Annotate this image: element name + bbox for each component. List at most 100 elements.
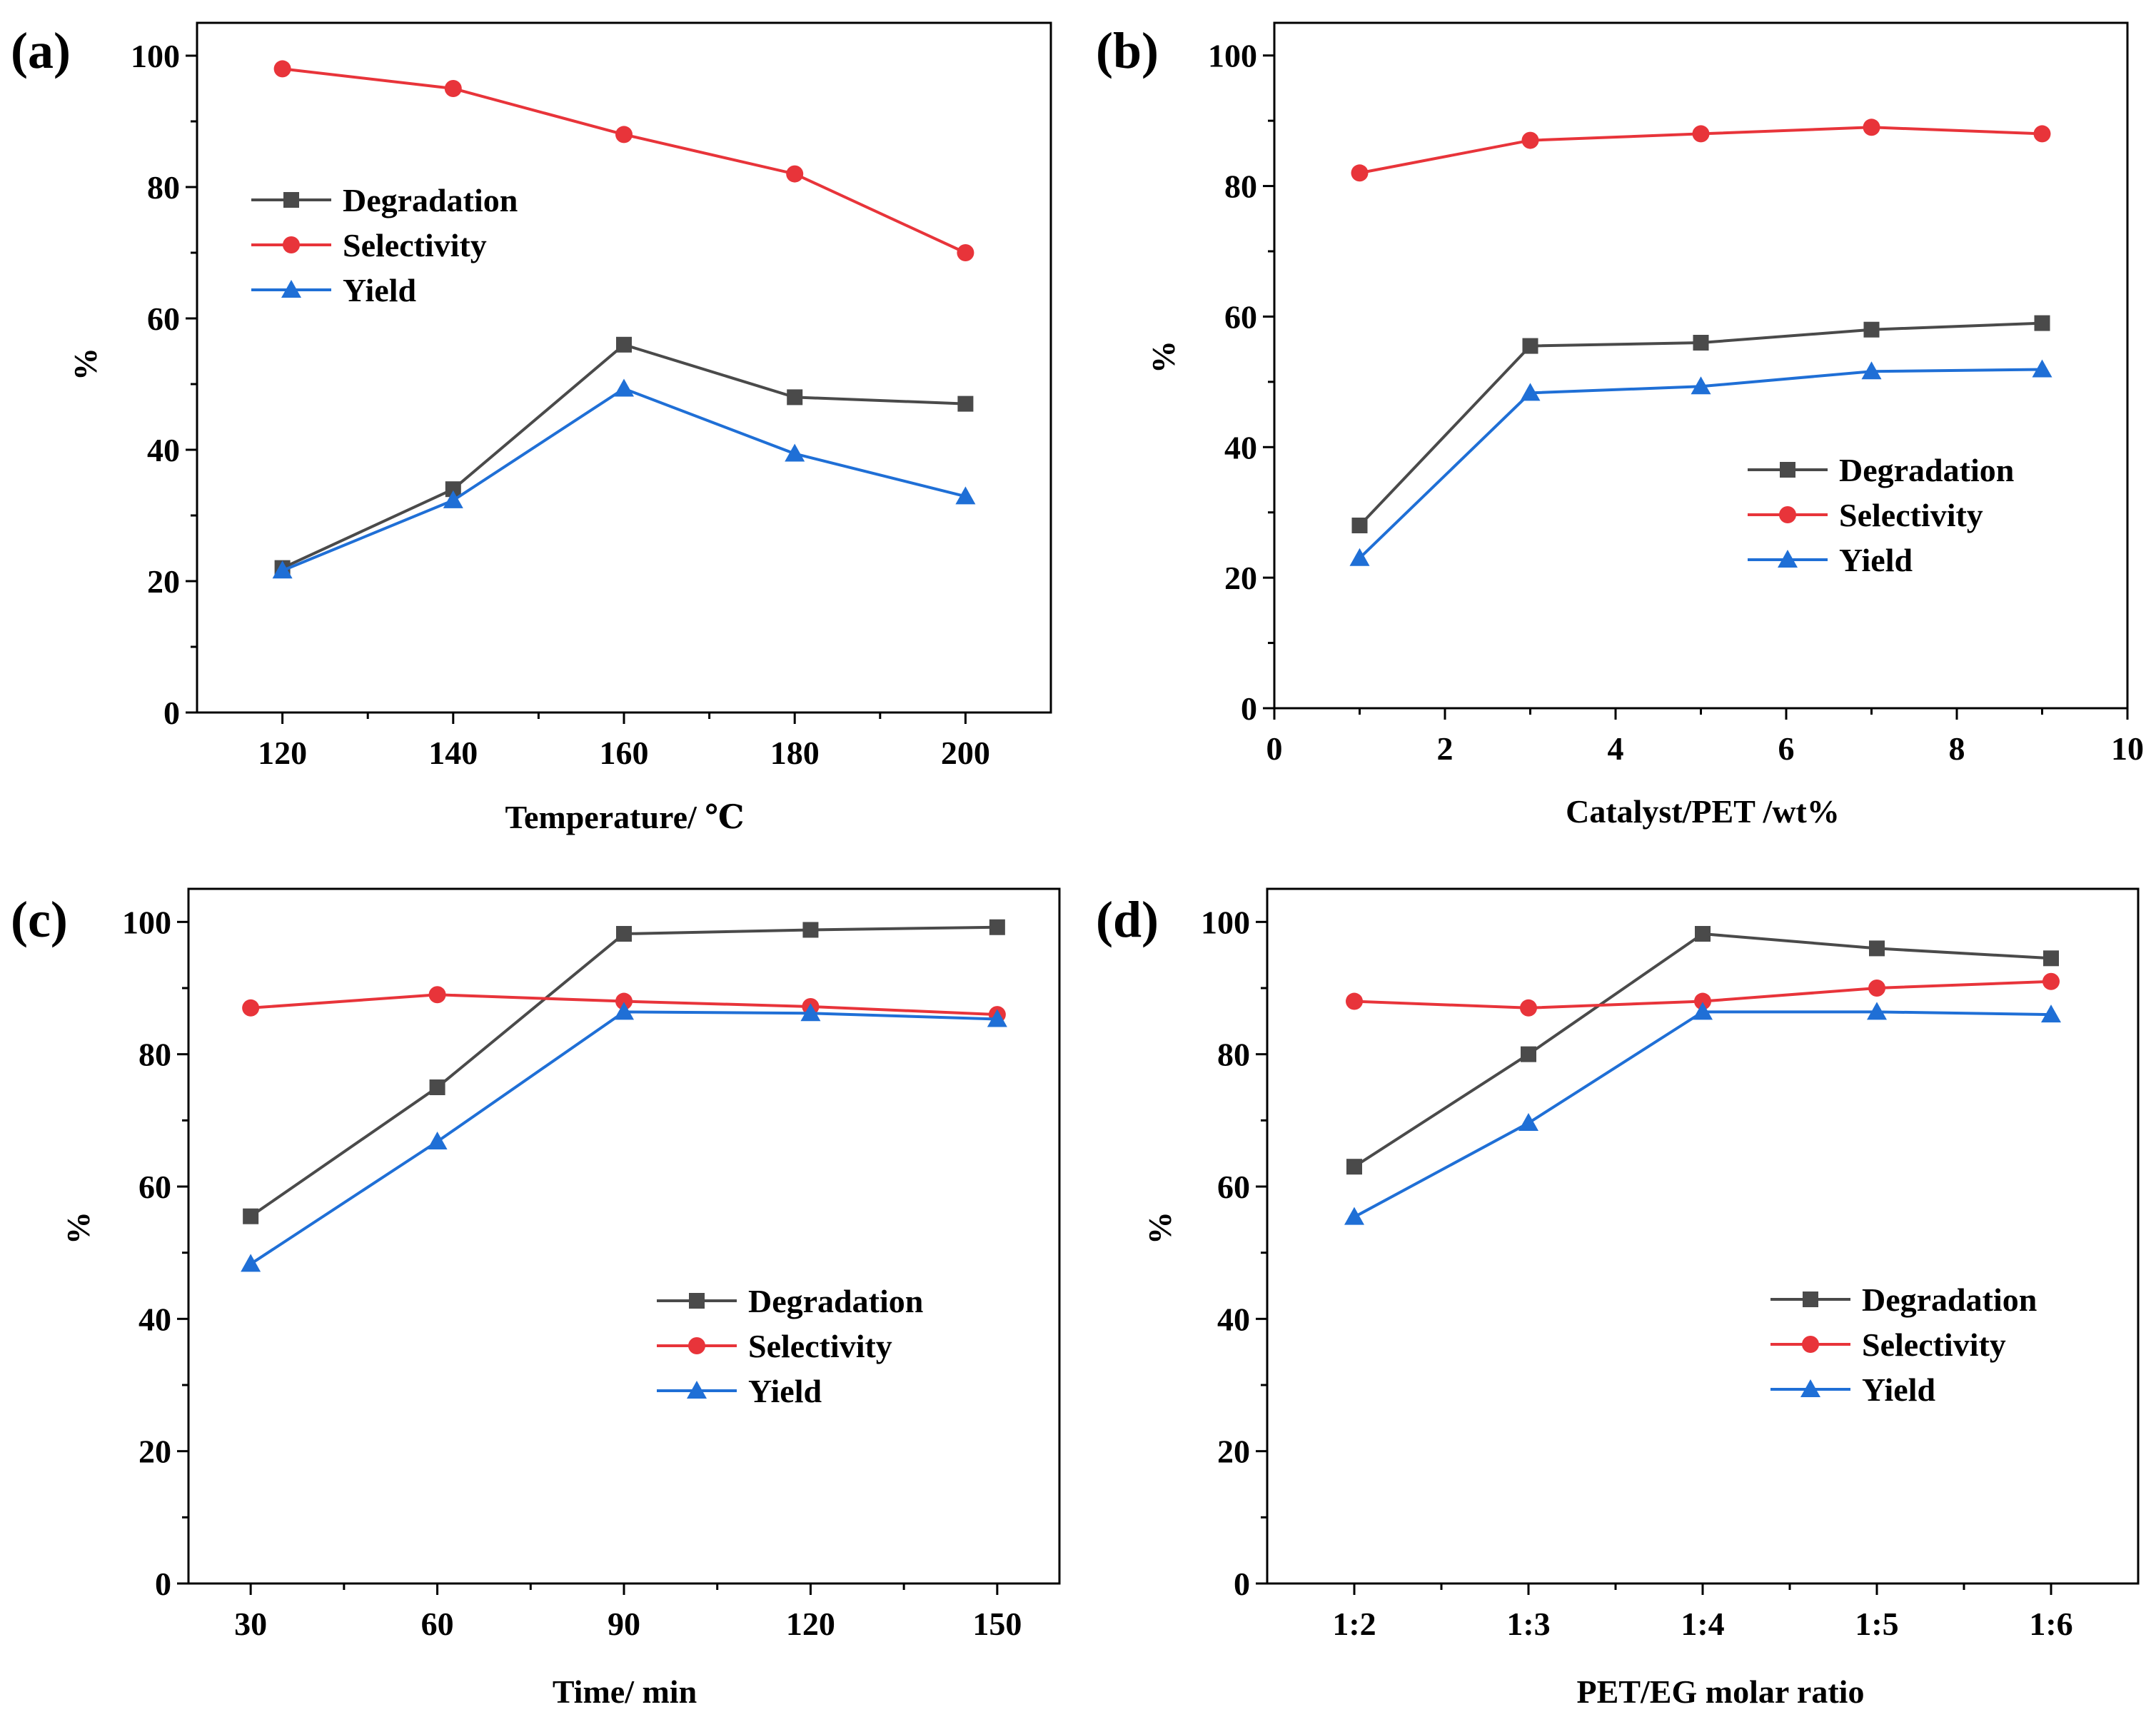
data-point-selectivity-b <box>1692 125 1710 143</box>
panel-label-b: (b) <box>1096 22 1159 79</box>
legend-marker-degradation-b <box>1780 462 1795 478</box>
data-point-degradation-c <box>243 1208 259 1224</box>
y-tick-label-b: 100 <box>1208 38 1257 74</box>
data-point-degradation-b <box>1693 335 1709 351</box>
data-point-selectivity-d <box>1868 980 1885 997</box>
data-point-degradation-b <box>1351 518 1368 533</box>
data-point-yield-c <box>241 1254 261 1272</box>
y-tick-label-b: 60 <box>1224 298 1257 335</box>
x-tick-label-a: 140 <box>428 735 478 771</box>
data-point-selectivity-c <box>242 999 260 1017</box>
series-line-degradation-b <box>1359 321 2042 527</box>
legend-label-degradation-b: Degradation <box>1839 452 2014 488</box>
legend-label-yield-c: Yield <box>748 1373 822 1409</box>
legend-label-selectivity-d: Selectivity <box>1862 1326 2006 1363</box>
legend-label-degradation-d: Degradation <box>1862 1282 2037 1318</box>
data-point-yield-a <box>614 378 634 397</box>
y-tick-label-d: 80 <box>1217 1037 1250 1073</box>
data-point-degradation-d <box>1346 1159 1362 1175</box>
data-point-yield-b <box>1349 548 1370 566</box>
data-point-degradation-b <box>1863 321 1880 338</box>
data-point-degradation-d <box>1869 940 1885 957</box>
legend-marker-yield-a <box>281 280 301 298</box>
data-point-selectivity-b <box>1521 131 1539 149</box>
panel-label-a: (a) <box>11 22 71 79</box>
legend-label-selectivity-a: Selectivity <box>343 227 487 263</box>
legend-marker-selectivity-d <box>1802 1336 1819 1353</box>
legend-marker-degradation-c <box>689 1293 705 1309</box>
data-point-selectivity-d <box>1694 992 1711 1010</box>
legend-marker-selectivity-c <box>688 1337 705 1354</box>
legend-label-selectivity-b: Selectivity <box>1839 497 1983 533</box>
y-tick-label-d: 100 <box>1201 904 1250 940</box>
data-point-degradation-a <box>787 389 803 406</box>
y-tick-label-a: 0 <box>163 695 180 731</box>
y-tick-label-a: 40 <box>147 432 180 468</box>
legend-marker-yield-d <box>1800 1379 1820 1397</box>
y-tick-label-d: 20 <box>1217 1434 1250 1470</box>
x-tick-label-a: 160 <box>600 735 649 771</box>
x-axis-title-c: Time/ min <box>553 1673 697 1710</box>
data-point-yield-d <box>2041 1004 2061 1023</box>
legend-marker-degradation-d <box>1803 1291 1818 1307</box>
x-tick-label-c: 60 <box>421 1606 454 1642</box>
data-point-yield-b <box>1520 383 1541 401</box>
x-tick-label-c: 90 <box>608 1606 640 1642</box>
data-point-yield-a <box>443 490 463 508</box>
x-tick-label-d: 1:4 <box>1681 1606 1724 1642</box>
y-tick-label-c: 0 <box>155 1566 171 1602</box>
data-point-degradation-a <box>445 481 461 498</box>
legend-label-yield-a: Yield <box>343 272 416 308</box>
panel-d: (d) PET/EG molar ratio % 0 20 40 60 80 100 1:2… <box>1096 887 2140 1710</box>
x-axis-title-b: Catalyst/PET /wt% <box>1566 793 1840 830</box>
y-tick-label-d: 60 <box>1217 1169 1250 1205</box>
x-axis-title-a: Temperature/ ℃ <box>505 799 745 835</box>
data-point-yield-a <box>272 560 293 579</box>
x-tick-label-c: 150 <box>972 1606 1022 1642</box>
data-point-selectivity-a <box>957 244 974 261</box>
x-axis-title-d: PET/EG molar ratio <box>1577 1673 1865 1710</box>
y-tick-label-a: 60 <box>147 301 180 337</box>
series-line-yield-d <box>1354 1010 2052 1219</box>
x-tick-label-b: 0 <box>1266 730 1283 767</box>
legend-label-degradation-a: Degradation <box>343 182 518 218</box>
data-point-yield-d <box>1867 1002 1887 1020</box>
x-tick-label-c: 120 <box>786 1606 835 1642</box>
series-line-yield-a <box>281 387 966 573</box>
data-point-selectivity-d <box>1346 992 1363 1010</box>
series-line-degradation-c <box>250 925 997 1218</box>
data-point-degradation-a <box>616 336 632 353</box>
data-point-yield-c <box>427 1131 448 1149</box>
x-tick-label-b: 4 <box>1608 730 1624 767</box>
x-tick-label-d: 1:3 <box>1506 1606 1550 1642</box>
legend-marker-yield-b <box>1778 550 1798 568</box>
data-point-yield-d <box>1518 1113 1538 1132</box>
y-tick-label-b: 20 <box>1224 560 1257 596</box>
data-point-degradation-d <box>1695 926 1711 942</box>
data-point-selectivity-a <box>273 60 291 78</box>
data-point-yield-a <box>955 486 976 505</box>
y-tick-label-c: 60 <box>138 1169 171 1205</box>
data-point-degradation-a <box>957 396 974 412</box>
data-point-selectivity-b <box>1863 119 1880 136</box>
data-point-selectivity-a <box>444 80 462 97</box>
data-point-selectivity-a <box>786 165 804 183</box>
data-point-yield-d <box>1344 1207 1364 1225</box>
data-point-degradation-d <box>2043 950 2059 967</box>
data-point-degradation-b <box>1522 338 1538 354</box>
legend-label-degradation-c: Degradation <box>748 1283 923 1319</box>
data-point-degradation-c <box>989 919 1005 935</box>
data-point-selectivity-b <box>2033 125 2051 143</box>
data-point-yield-c <box>800 1003 821 1022</box>
y-tick-label-c: 20 <box>138 1434 171 1470</box>
y-axis-title-c: % <box>60 1212 96 1244</box>
data-point-selectivity-d <box>1520 999 1537 1017</box>
data-point-selectivity-a <box>615 126 633 143</box>
y-tick-label-b: 0 <box>1241 690 1257 727</box>
y-axis-title-a: % <box>67 348 104 381</box>
data-point-degradation-b <box>2034 315 2050 331</box>
legend-label-selectivity-c: Selectivity <box>748 1328 892 1364</box>
y-tick-label-d: 0 <box>1234 1566 1250 1602</box>
y-tick-label-c: 40 <box>138 1301 171 1337</box>
